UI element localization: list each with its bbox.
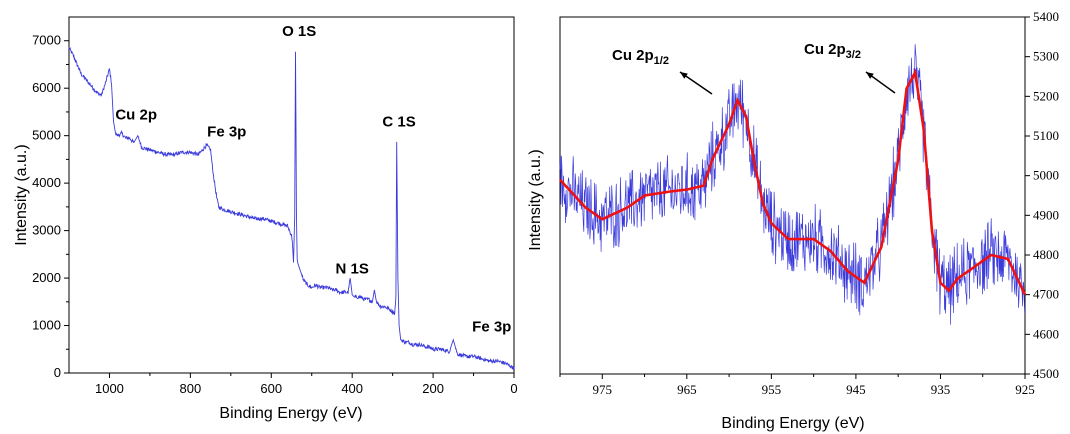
right-y-tick-label: 4500 — [1033, 366, 1059, 381]
right-y-tick-label: 4900 — [1033, 207, 1059, 222]
survey-spectrum-line — [68, 46, 515, 370]
left-y-tick-label: 5000 — [32, 128, 61, 143]
right-x-ticks: 975 965 955 945 935 925 — [559, 374, 1035, 397]
right-y-tick-label: 5400 — [1033, 9, 1059, 24]
right-y-tick-label: 5300 — [1033, 49, 1059, 64]
left-peak-label: C 1S — [382, 113, 415, 130]
right-x-tick-label: 965 — [677, 382, 697, 397]
survey-spectrum-panel: 1000 800 600 400 200 0 0100020003000400050006… — [13, 16, 518, 422]
right-y-tick-label: 5000 — [1033, 168, 1059, 183]
right-peak-label: Cu 2p3/2 — [804, 41, 861, 61]
left-y-tick-label: 3000 — [32, 223, 61, 238]
left-y-tick-label: 6000 — [32, 80, 61, 95]
right-y-tick-label: 4600 — [1033, 326, 1059, 341]
peak-arrow-head — [680, 72, 688, 79]
right-y-axis-label: Intensity (a.u.) — [527, 149, 544, 250]
right-y-ticks: 4500 4600 4700 4800 4900 5000 5100 5200 5300 5400 — [1025, 9, 1059, 381]
right-y-tick-label: 4700 — [1033, 287, 1059, 302]
left-peak-label: Fe 3p — [472, 318, 511, 335]
right-plot-frame — [559, 16, 1026, 375]
right-x-tick-label: 925 — [1015, 382, 1035, 397]
left-y-ticks: 0 1000 2000 3000 4000 5000 6000 7000 — [32, 33, 69, 380]
right-y-tick-label: 4800 — [1033, 247, 1059, 262]
left-peak-label: Cu 2p — [115, 107, 157, 124]
right-y-tick-label: 5200 — [1033, 88, 1059, 103]
right-x-tick-label: 955 — [762, 382, 782, 397]
raw-spectrum-line — [559, 44, 1026, 325]
right-x-axis-label: Binding Energy (eV) — [721, 415, 864, 432]
left-y-tick-label: 4000 — [32, 175, 61, 190]
left-y-tick-label: 2000 — [32, 270, 61, 285]
peak-arrow-head — [866, 72, 874, 79]
left-x-tick-label: 800 — [180, 381, 202, 396]
left-y-tick-label: 0 — [54, 365, 61, 380]
left-x-axis-label: Binding Energy (eV) — [219, 405, 362, 422]
right-peak-labels: Cu 2p1/2 Cu 2p3/2 — [612, 41, 896, 95]
right-x-tick-label: 975 — [593, 382, 613, 397]
left-peak-labels: O 1S C 1S N 1S Cu 2p Fe 3p Fe 3p — [115, 23, 511, 335]
smoothed-spectrum-line — [559, 68, 1027, 296]
left-x-ticks: 1000 800 600 400 200 0 — [95, 373, 518, 396]
left-y-axis-label: Intensity (a.u.) — [13, 144, 30, 245]
right-x-tick-label: 935 — [931, 382, 951, 397]
right-x-tick-label: 945 — [846, 382, 866, 397]
cu2p-spectrum-panel: 975 965 955 945 935 925 4500 4600 4700 4800 4900 5… — [527, 9, 1059, 432]
left-x-tick-label: 200 — [422, 381, 444, 396]
left-y-tick-label: 1000 — [32, 318, 61, 333]
left-peak-label: Fe 3p — [207, 124, 246, 141]
left-x-tick-label: 600 — [260, 381, 282, 396]
left-x-tick-label: 1000 — [95, 381, 124, 396]
right-y-tick-label: 5100 — [1033, 128, 1059, 143]
left-plot-frame — [68, 16, 515, 374]
right-peak-label: Cu 2p1/2 — [612, 47, 669, 67]
left-peak-label: O 1S — [282, 23, 316, 40]
left-peak-label: N 1S — [336, 261, 369, 278]
left-x-tick-label: 400 — [341, 381, 363, 396]
left-y-tick-label: 7000 — [32, 33, 61, 48]
left-x-tick-label: 0 — [510, 381, 517, 396]
